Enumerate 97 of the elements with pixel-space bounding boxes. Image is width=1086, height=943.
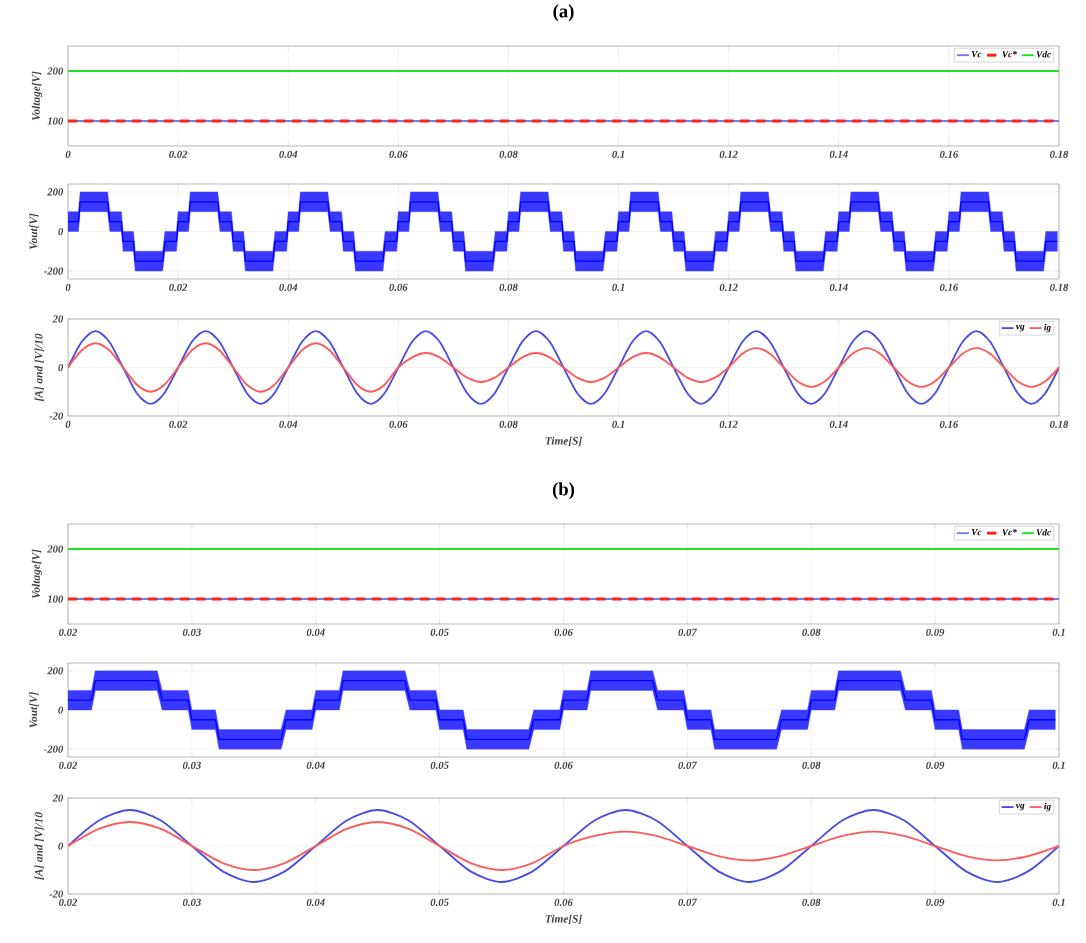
x-tick-label: 0.16	[939, 283, 959, 291]
x-tick-label: 0.18	[1050, 150, 1069, 158]
y-tick-label: 100	[47, 117, 64, 125]
x-tick-label: 0.05	[430, 628, 449, 636]
x-axis-title: Time[S]	[545, 436, 582, 447]
y-tick-label: 0	[58, 842, 64, 850]
y-tick-label: 0	[58, 363, 64, 372]
line-series	[68, 342, 1059, 393]
x-tick-label: 0.04	[306, 761, 325, 769]
x-tick-label: 0.06	[389, 150, 408, 158]
x-tick-label: 0	[65, 150, 71, 158]
x-tick-label: 0.16	[939, 420, 959, 428]
x-tick-label: 0.04	[279, 420, 298, 428]
y-tick-label: 200	[47, 188, 64, 196]
y-axis-title: Voltage[V]	[31, 71, 43, 121]
legend-label: vg	[1015, 803, 1025, 811]
legend-label: Vc*	[1002, 529, 1017, 536]
x-tick-label: 0.1	[612, 420, 625, 428]
y-axis-title: Voltage[V]	[31, 549, 43, 599]
y-tick-label: 0	[58, 706, 64, 714]
x-tick-label: 0.02	[169, 420, 188, 428]
x-tick-label: 0.14	[829, 283, 848, 291]
y-tick-label: 200	[47, 667, 64, 675]
x-tick-label: 0.12	[719, 150, 738, 158]
y-axis-title: [A] and [V]/10	[34, 812, 44, 880]
x-tick-label: 0.06	[554, 628, 573, 636]
x-tick-label: 0.12	[719, 283, 738, 291]
y-axis-title: Vout[V]	[29, 213, 39, 250]
x-tick-label: 0.1	[612, 150, 625, 158]
x-tick-label: 0.09	[926, 761, 945, 769]
y-tick-label: 200	[47, 545, 64, 553]
line-series	[68, 679, 1056, 741]
x-tick-label: 0.07	[678, 761, 698, 769]
y-axis-title: [A] and [V]/10	[34, 333, 44, 402]
x-tick-label: 0.16	[939, 150, 959, 158]
y-tick-label: 20	[52, 315, 64, 323]
chart-title: (a)	[553, 4, 574, 22]
legend-label: Vc	[971, 529, 982, 536]
y-tick-label: -20	[49, 412, 64, 420]
x-tick-label: 0.08	[499, 150, 518, 158]
x-tick-label: 0.07	[678, 628, 698, 636]
x-tick-label: 0.03	[182, 761, 201, 769]
x-tick-label: 0.02	[169, 283, 188, 291]
x-tick-label: 0.12	[719, 420, 738, 428]
x-tick-label: 0.06	[554, 898, 573, 906]
chart-title: (b)	[552, 482, 575, 500]
x-tick-label: 0.09	[926, 628, 945, 636]
y-tick-label: 20	[52, 794, 64, 802]
x-tick-label: 0.14	[829, 150, 848, 158]
y-tick-label: -20	[49, 890, 64, 898]
x-tick-label: 0.05	[430, 761, 449, 769]
y-tick-label: -200	[43, 267, 64, 275]
x-axis-title: Time[S]	[545, 914, 582, 925]
x-tick-label: 0.1	[1052, 898, 1065, 906]
x-tick-label: 0.02	[59, 628, 78, 636]
x-tick-label: 0.18	[1050, 283, 1069, 291]
x-tick-label: 0.02	[59, 898, 78, 906]
y-axis-title: Vout[V]	[29, 692, 39, 728]
x-tick-label: 0.09	[926, 898, 945, 906]
x-tick-label: 0	[65, 283, 71, 291]
x-tick-label: 0.06	[554, 761, 573, 769]
x-tick-label: 0.08	[802, 761, 821, 769]
legend-label: ig	[1044, 802, 1051, 812]
x-tick-label: 0.07	[678, 898, 698, 906]
legend-label: Vc	[971, 51, 982, 58]
x-tick-label: 0.08	[802, 628, 821, 636]
x-tick-label: 0.04	[279, 150, 298, 158]
x-tick-label: 0.08	[499, 420, 518, 428]
x-tick-label: 0.03	[182, 898, 201, 906]
x-tick-label: 0.02	[59, 761, 78, 769]
y-tick-label: -200	[43, 745, 64, 753]
x-tick-label: 0.05	[430, 898, 449, 906]
legend-label: Vdc	[1036, 528, 1051, 536]
x-tick-label: 0.06	[389, 420, 408, 428]
x-tick-label: 0.1	[1052, 761, 1065, 769]
x-tick-label: 0.1	[612, 283, 625, 291]
x-tick-label: 0.03	[182, 628, 201, 636]
x-tick-label: 0.06	[389, 283, 408, 291]
line-series	[68, 821, 1059, 871]
x-tick-label: 0.14	[829, 420, 848, 428]
legend-label: vg	[1015, 324, 1025, 332]
legend-label: Vdc	[1036, 50, 1051, 58]
x-tick-label: 0.04	[306, 898, 325, 906]
x-tick-label: 0.18	[1050, 420, 1069, 428]
y-tick-label: 0	[58, 227, 64, 236]
x-tick-label: 0.04	[306, 628, 325, 636]
line-series	[68, 201, 1059, 262]
y-tick-label: 200	[47, 67, 64, 75]
legend-label: Vc*	[1002, 51, 1017, 58]
x-tick-label: 0.1	[1052, 628, 1065, 636]
y-tick-label: 100	[47, 595, 64, 603]
x-tick-label: 0.02	[169, 150, 188, 158]
x-tick-label: 0.04	[279, 283, 298, 291]
x-tick-label: 0.08	[802, 898, 821, 906]
legend-label: ig	[1044, 323, 1051, 333]
x-tick-label: 0	[65, 420, 71, 428]
x-tick-label: 0.08	[499, 283, 518, 291]
